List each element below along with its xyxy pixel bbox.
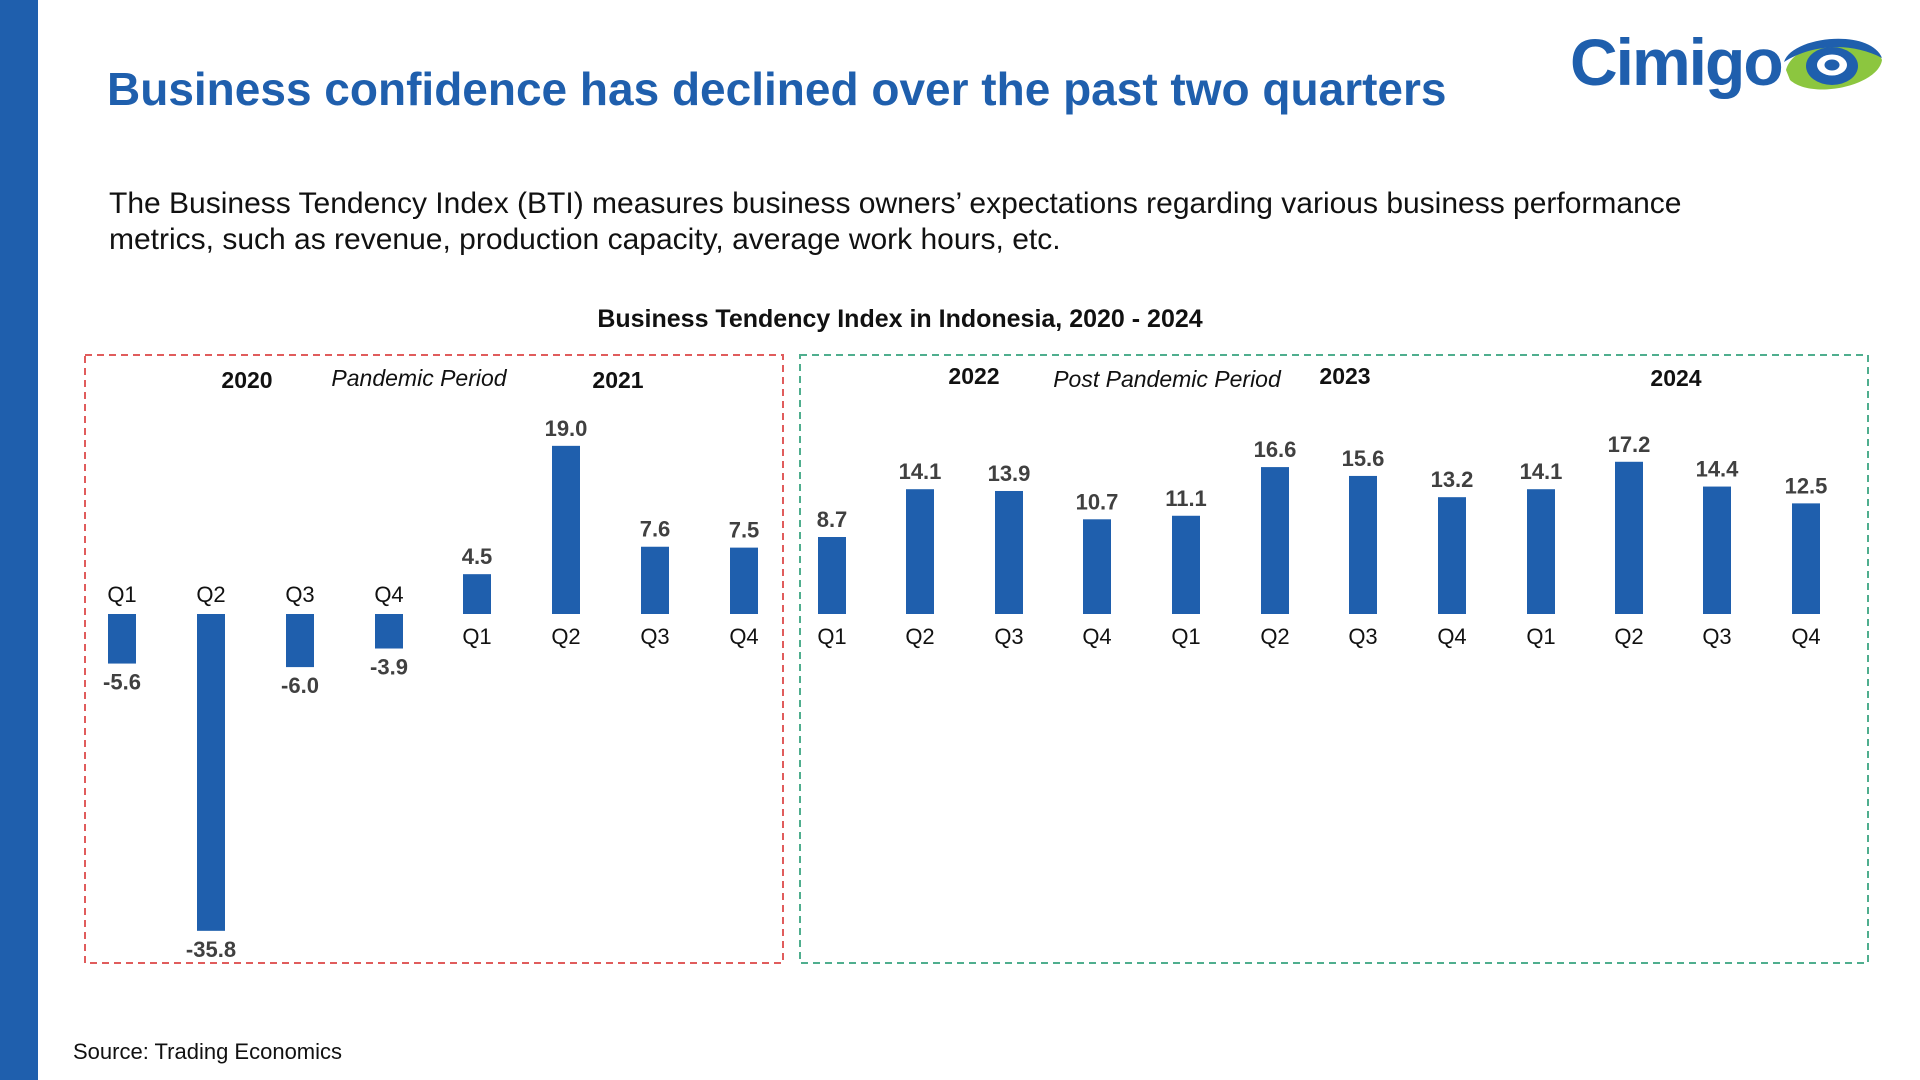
bar-2021-q3	[641, 546, 669, 614]
bar-2023-q1	[1172, 515, 1200, 614]
quarter-label-2021-q2: Q2	[551, 624, 580, 649]
bar-2022-q2	[906, 489, 934, 614]
quarter-label-2021-q4: Q4	[729, 624, 758, 649]
year-label-2024: 2024	[1650, 365, 1701, 391]
quarter-label-2023-q2: Q2	[1260, 624, 1289, 649]
value-label-2022-q2: 14.1	[899, 459, 942, 484]
value-label-2023-q1: 11.1	[1165, 486, 1207, 511]
bar-2023-q4	[1438, 497, 1466, 614]
quarter-label-2024-q3: Q3	[1702, 624, 1731, 649]
eye-logo-icon	[1784, 38, 1882, 90]
bar-2020-q1	[108, 614, 136, 664]
quarter-label-2023-q1: Q1	[1171, 624, 1200, 649]
value-label-2021-q4: 7.5	[729, 518, 760, 543]
bar-2020-q2	[197, 614, 225, 931]
value-label-2024-q1: 14.1	[1520, 459, 1563, 484]
left-accent-bar	[0, 0, 38, 1080]
logo-wordmark: Cimigo	[1570, 25, 1784, 99]
page-title: Business confidence has declined over th…	[107, 63, 1447, 115]
year-label-2022: 2022	[948, 363, 999, 389]
bti-bar-chart: 2020 Pandemic Period 2021 2022 Post Pand…	[84, 354, 1869, 964]
bar-2023-q3	[1349, 475, 1377, 614]
bar-2022-q4	[1083, 519, 1111, 614]
bar-2024-q4	[1792, 503, 1820, 614]
bar-2021-q1	[463, 574, 491, 614]
pandemic-period-label: Pandemic Period	[331, 365, 507, 391]
value-label-2020-q1: -5.6	[103, 670, 141, 695]
year-label-2023: 2023	[1319, 363, 1370, 389]
bar-2022-q1	[818, 537, 846, 614]
quarter-label-2023-q3: Q3	[1348, 624, 1377, 649]
bar-2023-q2	[1261, 467, 1289, 614]
post-pandemic-period-box	[799, 354, 1869, 964]
pandemic-period-box	[84, 354, 784, 964]
value-label-2020-q2: -35.8	[186, 937, 236, 962]
quarter-label-2020-q2: Q2	[196, 582, 225, 607]
post-pandemic-period-label: Post Pandemic Period	[1053, 366, 1282, 392]
value-label-2024-q4: 12.5	[1785, 473, 1828, 498]
quarter-label-2020-q3: Q3	[285, 582, 314, 607]
bar-2021-q2	[552, 445, 580, 614]
value-label-2021-q1: 4.5	[462, 544, 493, 569]
quarter-label-2021-q1: Q1	[462, 624, 491, 649]
bar-2024-q1	[1527, 489, 1555, 614]
value-label-2023-q3: 15.6	[1342, 446, 1385, 471]
bar-2021-q4	[730, 547, 758, 614]
quarter-label-2022-q4: Q4	[1082, 624, 1111, 649]
bar-2024-q3	[1703, 486, 1731, 614]
quarter-label-2022-q1: Q1	[817, 624, 846, 649]
value-label-2020-q4: -3.9	[370, 655, 408, 680]
bar-2020-q4	[375, 614, 403, 649]
bar-2020-q3	[286, 614, 314, 668]
quarter-label-2024-q1: Q1	[1526, 624, 1555, 649]
quarter-label-2024-q4: Q4	[1791, 624, 1820, 649]
quarter-label-2020-q4: Q4	[374, 582, 403, 607]
chart-description: The Business Tendency Index (BTI) measur…	[109, 187, 1682, 256]
value-label-2023-q2: 16.6	[1254, 437, 1297, 462]
value-label-2022-q1: 8.7	[817, 507, 848, 532]
quarter-label-2021-q3: Q3	[640, 624, 669, 649]
quarter-label-2023-q4: Q4	[1437, 624, 1466, 649]
value-label-2021-q2: 19.0	[545, 416, 588, 441]
value-label-2021-q3: 7.6	[640, 517, 671, 542]
value-label-2024-q2: 17.2	[1608, 432, 1651, 457]
year-label-2021: 2021	[592, 367, 643, 393]
quarter-label-2022-q3: Q3	[994, 624, 1023, 649]
value-label-2022-q4: 10.7	[1076, 489, 1119, 514]
source-note: Source: Trading Economics	[73, 1039, 343, 1064]
quarter-label-2024-q2: Q2	[1614, 624, 1643, 649]
value-label-2022-q3: 13.9	[988, 461, 1031, 486]
value-label-2023-q4: 13.2	[1431, 467, 1474, 492]
chart-title: Business Tendency Index in Indonesia, 20…	[597, 305, 1203, 333]
quarter-label-2020-q1: Q1	[107, 582, 136, 607]
value-label-2024-q3: 14.4	[1696, 457, 1740, 482]
bar-2022-q3	[995, 490, 1023, 614]
bar-2024-q2	[1615, 461, 1643, 614]
year-label-2020: 2020	[221, 367, 272, 393]
quarter-label-2022-q2: Q2	[905, 624, 934, 649]
cimigo-logo: Cimigo	[1570, 22, 1886, 104]
value-label-2020-q3: -6.0	[281, 673, 319, 698]
